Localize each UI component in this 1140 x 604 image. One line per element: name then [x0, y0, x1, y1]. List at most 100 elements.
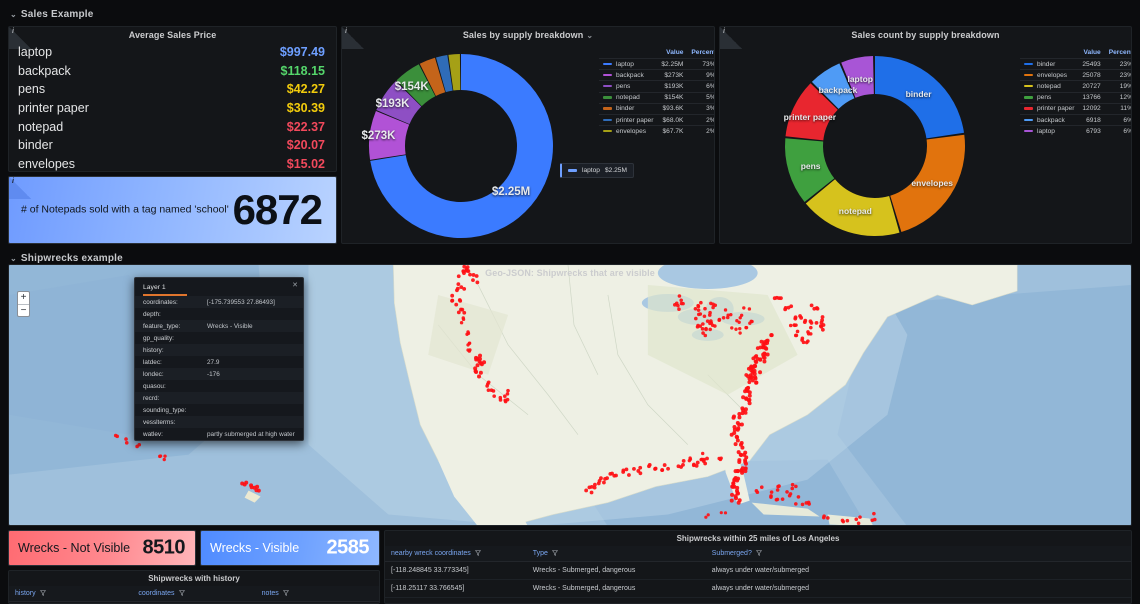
legend-series-name: binder: [599, 103, 657, 114]
legend-row[interactable]: backpack $273K 9%: [599, 70, 715, 81]
tooltip-field-value: partly submerged at high water: [199, 428, 303, 440]
table-row[interactable]: [-118.25117 33.766545] Wrecks - Submerged…: [385, 580, 1131, 598]
legend-percent: 11%: [1105, 103, 1132, 114]
legend-row[interactable]: laptop 6793 6%: [1020, 126, 1132, 137]
stat-value: 2585: [327, 537, 370, 560]
donut-slice[interactable]: [875, 56, 964, 138]
row-header-shipwrecks[interactable]: ⌄ Shipwrecks example: [10, 253, 123, 264]
sales-item-value: $30.39: [287, 101, 325, 115]
legend-value: 6793: [1078, 126, 1104, 137]
legend-row[interactable]: notepad $154K 5%: [599, 92, 715, 103]
legend-row[interactable]: binder 25493 23%: [1020, 59, 1132, 70]
sales-price-row: binder $20.07: [9, 136, 336, 155]
legend-col-series: [599, 49, 657, 59]
panel-wrecks-visible: Wrecks - Visible 2585: [200, 530, 380, 566]
legend-color-swatch: [603, 130, 612, 133]
legend-row[interactable]: pens $193K 6%: [599, 81, 715, 92]
filter-icon[interactable]: [552, 550, 558, 557]
filter-icon[interactable]: [40, 590, 46, 597]
legend-series-name: backpack: [599, 70, 657, 81]
panel-title: Sales count by supply breakdown: [720, 30, 1131, 40]
table-column-header[interactable]: nearby wreck coordinates: [385, 546, 527, 562]
sales-price-row: laptop $997.49: [9, 43, 336, 62]
filter-icon[interactable]: [756, 550, 762, 557]
legend-row[interactable]: envelopes $67.7K 2%: [599, 126, 715, 137]
legend-row[interactable]: notepad 20727 19%: [1020, 81, 1132, 92]
row-header-label: Sales Example: [21, 9, 94, 20]
panel-title-text: Sales by supply breakdown: [463, 30, 584, 40]
legend-value: 25493: [1078, 59, 1104, 70]
tooltip-field-value: [-175.739553 27.86493]: [199, 296, 303, 308]
tooltip-field-value: [199, 344, 303, 356]
donut-slice[interactable]: [890, 135, 965, 232]
filter-icon[interactable]: [283, 590, 289, 597]
tooltip-field-value: Wrecks - Visible: [199, 320, 303, 332]
panel-title[interactable]: Sales by supply breakdown ⌄: [342, 30, 714, 40]
zoom-out-button[interactable]: −: [18, 304, 29, 316]
legend-color-swatch: [1024, 119, 1033, 122]
panel-wrecks-not-visible: Wrecks - Not Visible 8510: [8, 530, 196, 566]
legend-row[interactable]: printer paper 12092 11%: [1020, 103, 1132, 114]
zoom-in-button[interactable]: +: [18, 292, 29, 304]
legend-color-swatch: [603, 74, 612, 77]
sales-price-row: envelopes $15.02: [9, 155, 336, 172]
legend-rows: binder 25493 23% envelopes 25078 23% notepad 20…: [1020, 59, 1132, 137]
tooltip-field-key: londec:: [135, 368, 199, 380]
legend-row[interactable]: envelopes 25078 23%: [1020, 70, 1132, 81]
tooltip-field-row: gp_quality:: [135, 332, 303, 344]
legend-value: $67.7K: [657, 126, 687, 137]
legend-value: $273K: [657, 70, 687, 81]
legend-row[interactable]: pens 13766 12%: [1020, 92, 1132, 103]
table-column-header[interactable]: Type: [527, 546, 706, 562]
tooltip-field-key: watlev:: [135, 428, 199, 440]
chevron-down-icon: ⌄: [10, 254, 17, 263]
legend-series-name: laptop: [599, 59, 657, 70]
sales-item-name: pens: [18, 82, 45, 96]
table-column-header[interactable]: Submerged?: [706, 546, 1131, 562]
legend-col-value: Value: [1078, 49, 1104, 59]
filter-icon[interactable]: [179, 590, 185, 597]
tooltip-field-value: [199, 308, 303, 320]
legend-row[interactable]: printer paper $68.0K 2%: [599, 114, 715, 125]
info-icon[interactable]: [9, 177, 31, 199]
legend-color-swatch: [1024, 74, 1033, 77]
stat-label: # of Notepads sold with a tag named 'sch…: [21, 203, 229, 216]
legend-row[interactable]: backpack 6918 6%: [1020, 114, 1132, 125]
donut-chart-count[interactable]: [782, 53, 968, 239]
legend-percent: 19%: [1105, 81, 1132, 92]
filter-icon[interactable]: [475, 550, 481, 557]
table-cell: [-118.248845 33.773345]: [385, 562, 527, 580]
stat-label: Wrecks - Visible: [210, 541, 299, 555]
legend-color-swatch: [568, 169, 577, 172]
donut-tooltip: laptop $2.25M: [560, 163, 634, 178]
table-row[interactable]: [-118.248845 33.773345] Wrecks - Submerge…: [385, 562, 1131, 580]
geojson-feature-tooltip: Layer 1 ✕ coordinates: [-175.739553 27.86…: [134, 277, 304, 441]
table-header-row: history coordinates notes: [9, 586, 379, 602]
legend-series-name: notepad: [599, 92, 657, 103]
sales-item-name: notepad: [18, 120, 63, 134]
tooltip-field-key: quasou:: [135, 380, 199, 392]
table-cell: Wrecks - Submerged, dangerous: [527, 562, 706, 580]
panel-title: Shipwrecks with history: [9, 574, 379, 583]
tooltip-name: laptop: [582, 167, 600, 174]
legend-row[interactable]: laptop $2.25M 73%: [599, 59, 715, 70]
row-header-sales[interactable]: ⌄ Sales Example: [10, 9, 94, 20]
sales-item-name: binder: [18, 138, 53, 152]
legend-color-swatch: [603, 119, 612, 122]
legend-color-swatch: [1024, 130, 1033, 133]
table-column-header[interactable]: coordinates: [132, 586, 255, 602]
close-icon[interactable]: ✕: [292, 281, 298, 289]
legend-percent: 23%: [1105, 70, 1132, 81]
legend-series-name: envelopes: [1020, 70, 1078, 81]
table-column-header[interactable]: history: [9, 586, 132, 602]
legend-row[interactable]: binder $93.6K 3%: [599, 103, 715, 114]
donut-chart-sales[interactable]: [366, 51, 556, 241]
table-column-header[interactable]: notes: [256, 586, 379, 602]
legend-col-value: Value: [657, 49, 687, 59]
tooltip-field-table: coordinates: [-175.739553 27.86493] depth:…: [135, 296, 303, 440]
map-zoom-controls[interactable]: + −: [17, 291, 30, 317]
sales-item-name: laptop: [18, 45, 52, 59]
tooltip-field-key: recrd:: [135, 392, 199, 404]
legend-value: $68.0K: [657, 114, 687, 125]
table-cell: always under water/submerged: [706, 580, 1131, 598]
